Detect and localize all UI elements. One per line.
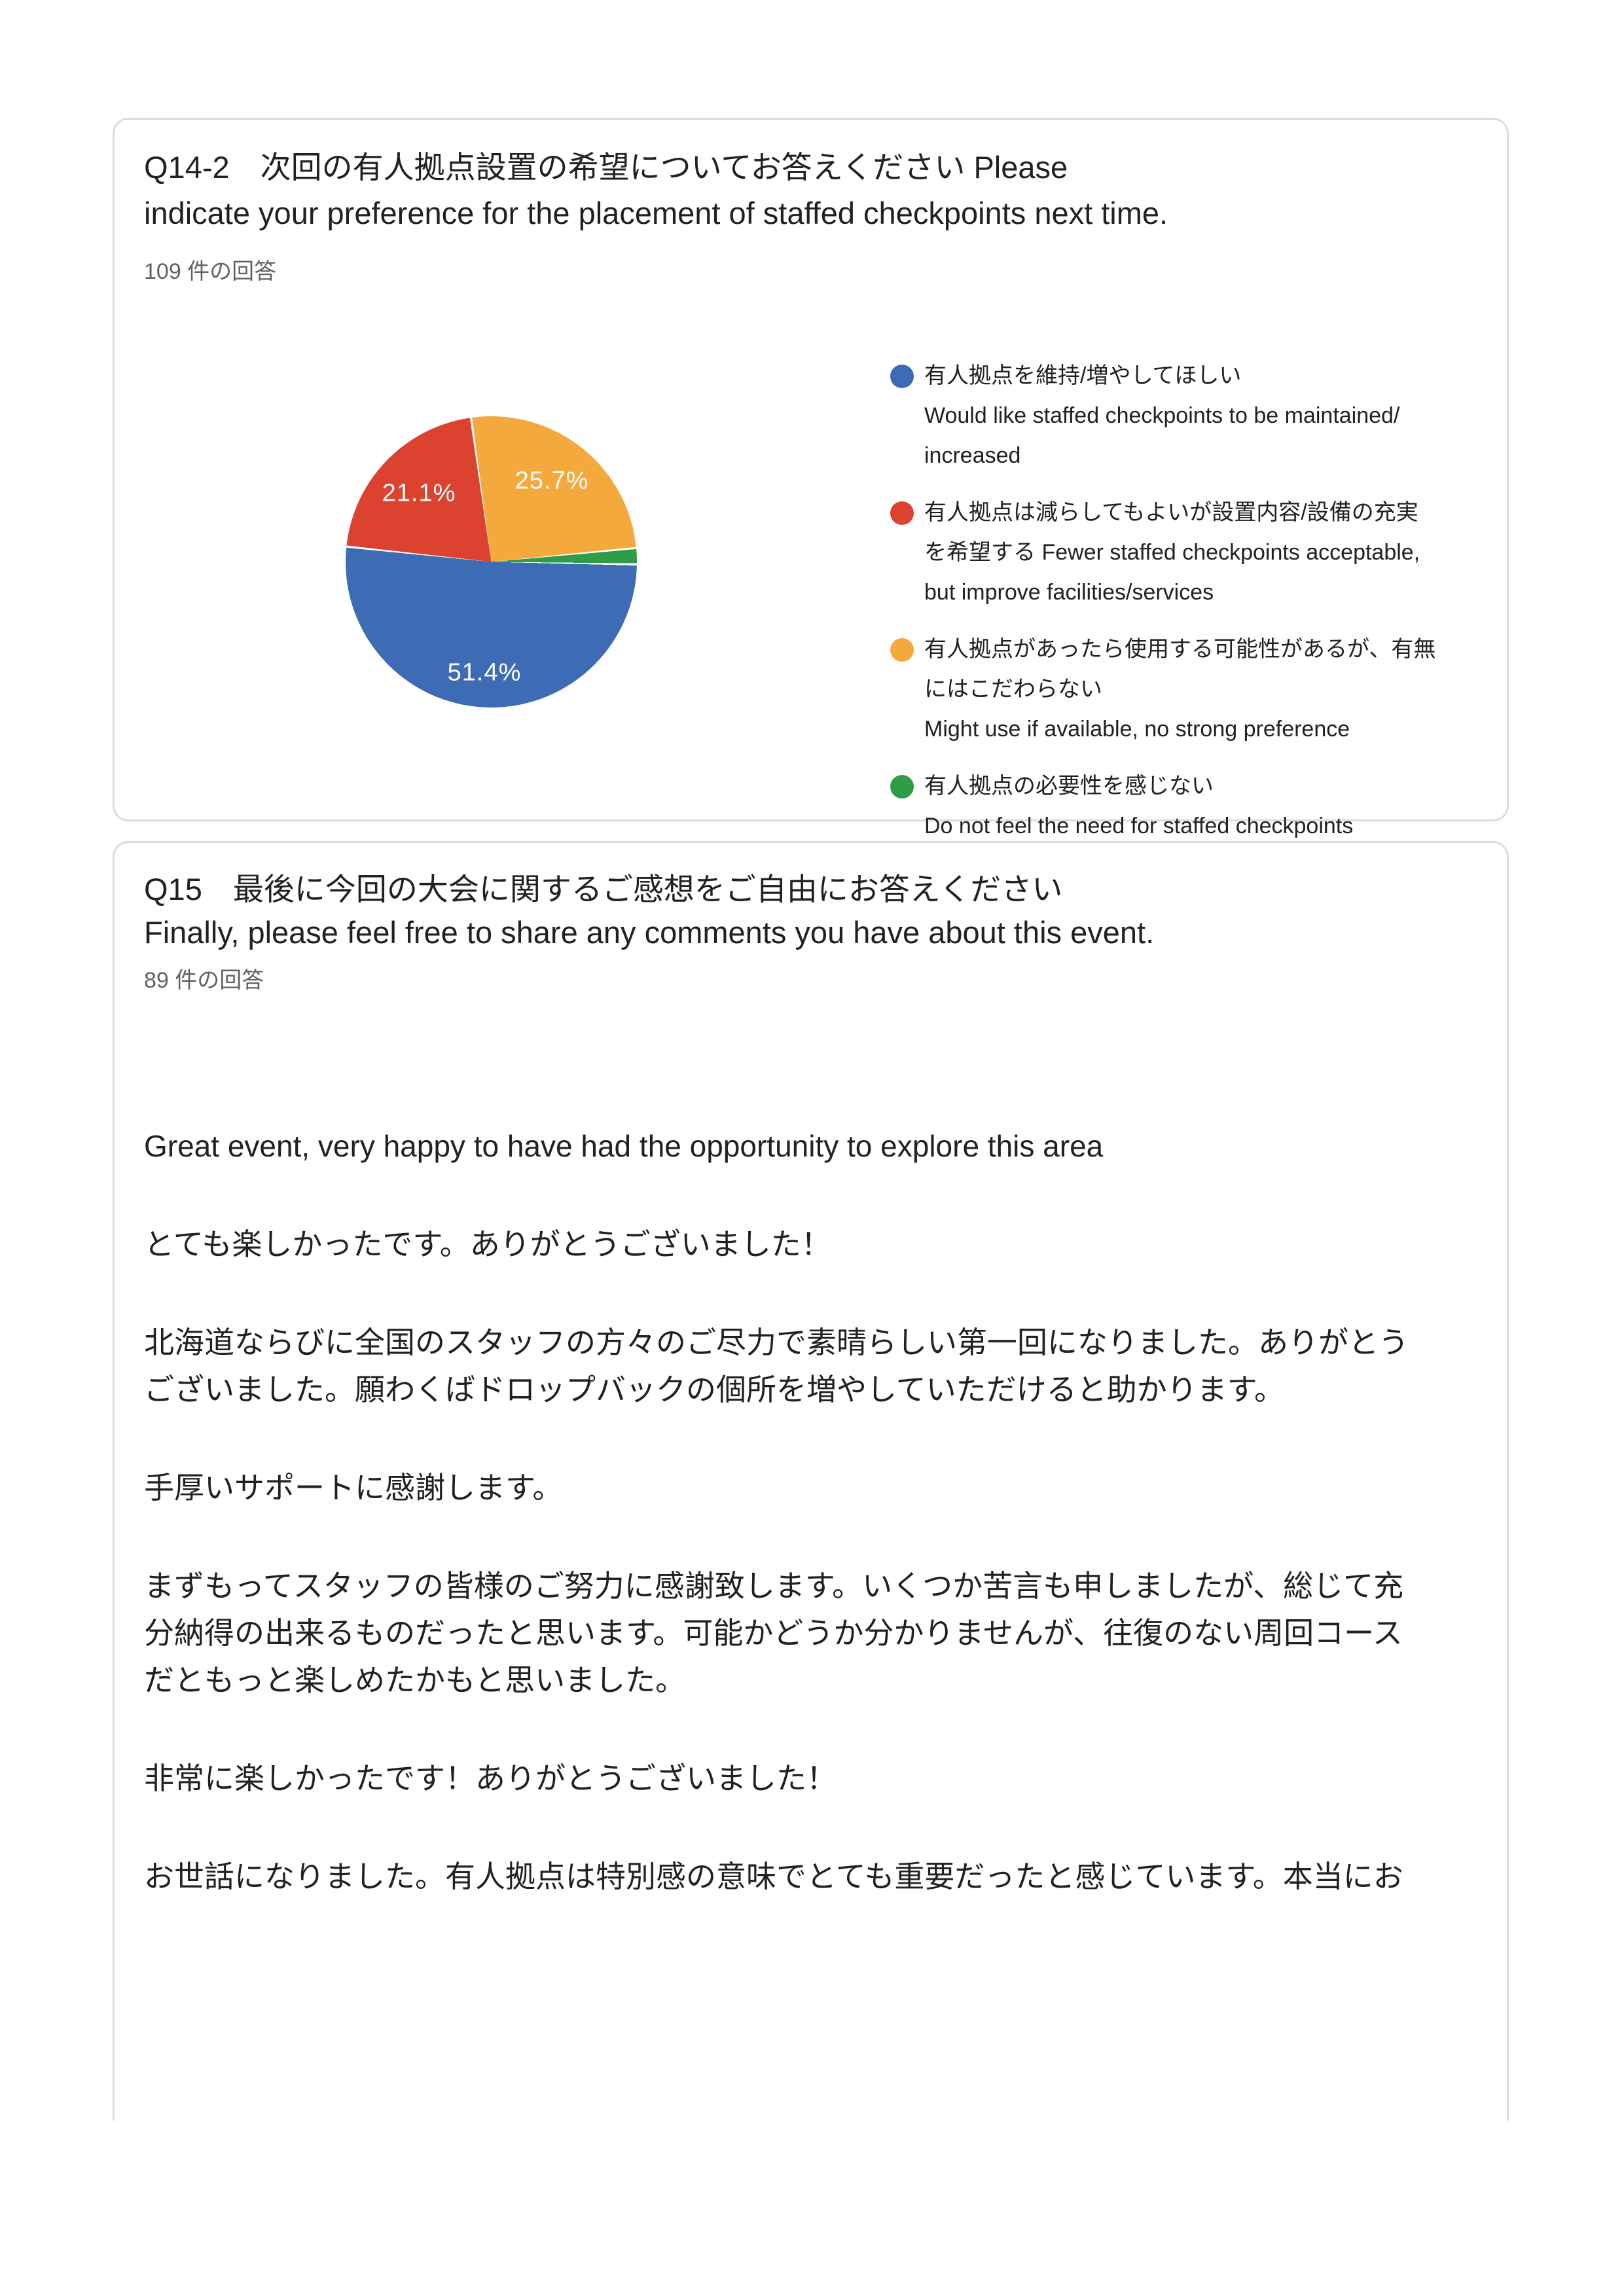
legend-color-dot-icon: [890, 775, 914, 798]
legend-item-label: 有人拠点を維持/増やしてほしい Would like staffed check…: [924, 363, 1400, 468]
comment-item: Great event, very happy to have had the …: [144, 1129, 1104, 1163]
responses-count-q14: 109 件の回答: [144, 259, 277, 284]
comment-item: 手厚いサポートに感謝します。: [144, 1471, 563, 1505]
legend-item: 有人拠点があったら使用する可能性があるが、有無 にはこだわらない Might u…: [890, 630, 1440, 749]
question-card-q15-clip: Q15 最後に今回の大会に関するご感想をご自由にお答えください Finally,…: [113, 841, 1509, 2121]
legend-item-label: 有人拠点があったら使用する可能性があるが、有無 にはこだわらない Might u…: [924, 637, 1436, 742]
comment-item: お世話になりました。有人拠点は特別感の意味でとても重要だったと感じています。本当…: [144, 1859, 1403, 1893]
legend-color-dot-icon: [890, 365, 914, 388]
chart-legend: 有人拠点を維持/増やしてほしい Would like staffed check…: [890, 356, 1440, 846]
pie-slice-label-blue: 51.4%: [447, 658, 522, 687]
pie-chart: 51.4% 21.1% 25.7%: [346, 416, 637, 708]
legend-color-dot-icon: [890, 501, 914, 525]
pie-chart-area: 51.4% 21.1% 25.7% 有人拠点を維持/増やしてほしい Would …: [144, 285, 1477, 838]
question-card-q15: Q15 最後に今回の大会に関するご感想をご自由にお答えください Finally,…: [113, 841, 1509, 2121]
comment-item: 北海道ならびに全国のスタッフの方々のご尽力で素晴らしい第一回になりました。ありが…: [144, 1325, 1409, 1407]
question-title-q14: Q14-2 次回の有人拠点設置の希望についてお答えください Please ind…: [144, 150, 1168, 230]
legend-item: 有人拠点を維持/増やしてほしい Would like staffed check…: [890, 356, 1440, 476]
question-card-q14: Q14-2 次回の有人拠点設置の希望についてお答えください Please ind…: [113, 118, 1509, 838]
legend-color-dot-icon: [890, 638, 914, 662]
comment-item: とても楽しかったです。ありがとうございました！: [144, 1227, 831, 1261]
responses-count-q15: 89 件の回答: [144, 968, 264, 993]
comment-item: 非常に楽しかったです！ありがとうございました！: [144, 1761, 837, 1795]
pie-slice-label-red: 21.1%: [382, 479, 456, 507]
legend-item-label: 有人拠点は減らしてもよいが設置内容/設備の充実 を希望する Fewer staf…: [924, 500, 1420, 605]
legend-item-label: 有人拠点の必要性を感じない Do not feel the need for s…: [924, 774, 1354, 838]
legend-item: 有人拠点の必要性を感じない Do not feel the need for s…: [890, 766, 1440, 846]
pie-slice-label-orange: 25.7%: [514, 467, 589, 495]
legend-item: 有人拠点は減らしてもよいが設置内容/設備の充実 を希望する Fewer staf…: [890, 493, 1440, 613]
question-title-q15: Q15 最後に今回の大会に関するご感想をご自由にお答えください Finally,…: [144, 872, 1155, 950]
comment-item: まずもってスタッフの皆様のご努力に感謝致します。いくつか苦言も申しましたが、総じ…: [144, 1569, 1404, 1697]
comments-list: Great event, very happy to have had the …: [144, 1122, 1477, 1900]
